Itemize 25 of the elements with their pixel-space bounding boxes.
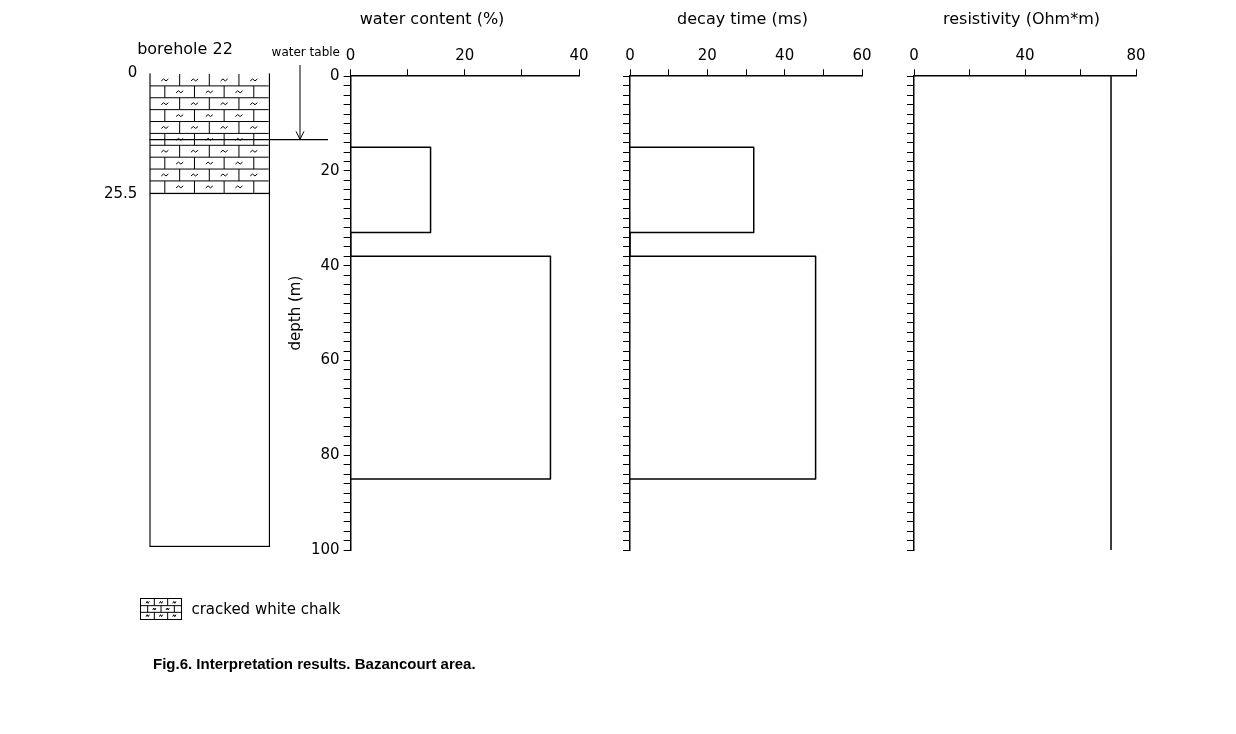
y-tick-label: 20 xyxy=(320,160,340,179)
y-tick-label: 80 xyxy=(320,445,340,464)
ref-line-label: water table xyxy=(271,45,340,60)
chart-title: resistivity (Ohm*m) xyxy=(942,8,1101,28)
y-tick-label: 0 xyxy=(330,66,340,85)
x-tick-label: 20 xyxy=(697,46,717,65)
x-tick-label: 20 xyxy=(455,46,475,65)
y-axis-title: depth (m) xyxy=(285,275,304,351)
x-tick-label: 60 xyxy=(852,46,872,65)
x-tick-label: 0 xyxy=(909,46,919,65)
x-tick-label: 0 xyxy=(625,46,635,65)
y-tick-label: 25.5 xyxy=(103,183,138,202)
legend-label: cracked white chalk xyxy=(191,600,341,618)
chart-title: decay time (ms) xyxy=(677,8,808,28)
x-tick-label: 40 xyxy=(1015,46,1035,65)
y-tick-label: 40 xyxy=(320,255,340,274)
x-tick-label: 80 xyxy=(1126,46,1146,65)
chart-title: borehole 22 xyxy=(137,38,233,58)
caption: Fig.6. Interpretation results. Bazancourt area. xyxy=(153,655,476,672)
y-tick-label: 100 xyxy=(310,539,340,558)
chart-title: water content (%) xyxy=(359,8,505,28)
x-tick-label: 0 xyxy=(345,46,356,65)
y-tick-label: 60 xyxy=(320,350,340,369)
x-tick-label: 40 xyxy=(775,46,795,65)
x-tick-label: 40 xyxy=(569,46,589,65)
